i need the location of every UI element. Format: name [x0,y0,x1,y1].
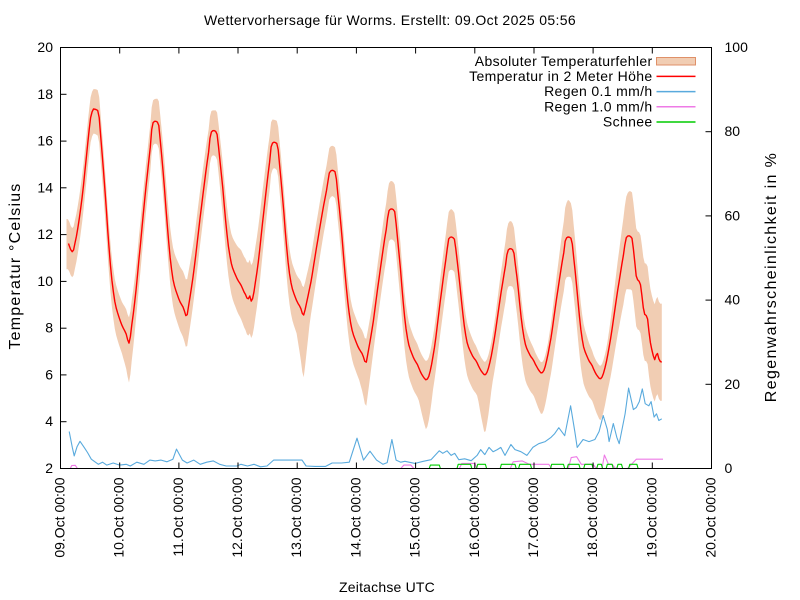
svg-text:18: 18 [37,86,53,102]
svg-text:11.Oct 00:00: 11.Oct 00:00 [170,477,186,556]
svg-text:2: 2 [45,460,53,476]
svg-text:60: 60 [725,207,741,223]
svg-text:20: 20 [725,376,741,392]
svg-text:Regen 1.0 mm/h: Regen 1.0 mm/h [544,98,652,114]
svg-text:10: 10 [37,273,53,289]
svg-text:40: 40 [725,292,741,308]
svg-text:09.Oct 00:00: 09.Oct 00:00 [52,477,68,557]
svg-text:20: 20 [37,39,53,55]
svg-text:19.Oct 00:00: 19.Oct 00:00 [643,477,659,557]
svg-text:0: 0 [725,460,733,476]
svg-text:Absoluter Temperaturfehler: Absoluter Temperaturfehler [475,53,653,69]
svg-text:14.Oct 00:00: 14.Oct 00:00 [347,477,363,557]
svg-text:10.Oct 00:00: 10.Oct 00:00 [111,477,127,557]
svg-text:20.Oct 00:00: 20.Oct 00:00 [703,477,719,557]
svg-text:6: 6 [45,366,53,382]
svg-text:100: 100 [725,39,749,55]
svg-text:12: 12 [37,226,53,242]
svg-text:Regen 0.1 mm/h: Regen 0.1 mm/h [544,83,652,99]
svg-text:Regenwahrscheinlichkeit in %: Regenwahrscheinlichkeit in % [763,152,780,402]
svg-text:Schnee: Schnee [603,114,653,130]
svg-text:Zeitachse UTC: Zeitachse UTC [339,579,435,595]
svg-text:Wettervorhersage für Worms. Er: Wettervorhersage für Worms. Erstellt: 09… [204,12,576,28]
svg-text:80: 80 [725,123,741,139]
svg-text:14: 14 [37,179,53,195]
svg-text:17.Oct 00:00: 17.Oct 00:00 [525,477,541,557]
svg-text:4: 4 [45,413,53,429]
svg-text:18.Oct 00:00: 18.Oct 00:00 [584,477,600,557]
svg-text:Temperatur °Celsius: Temperatur °Celsius [7,182,24,349]
svg-text:Temperatur in 2 Meter Höhe: Temperatur in 2 Meter Höhe [469,68,652,84]
svg-text:16: 16 [37,133,53,149]
svg-text:8: 8 [45,320,53,336]
svg-text:12.Oct 00:00: 12.Oct 00:00 [229,477,245,557]
svg-text:13.Oct 00:00: 13.Oct 00:00 [288,477,304,557]
svg-text:15.Oct 00:00: 15.Oct 00:00 [407,477,423,557]
svg-text:16.Oct 00:00: 16.Oct 00:00 [466,477,482,557]
